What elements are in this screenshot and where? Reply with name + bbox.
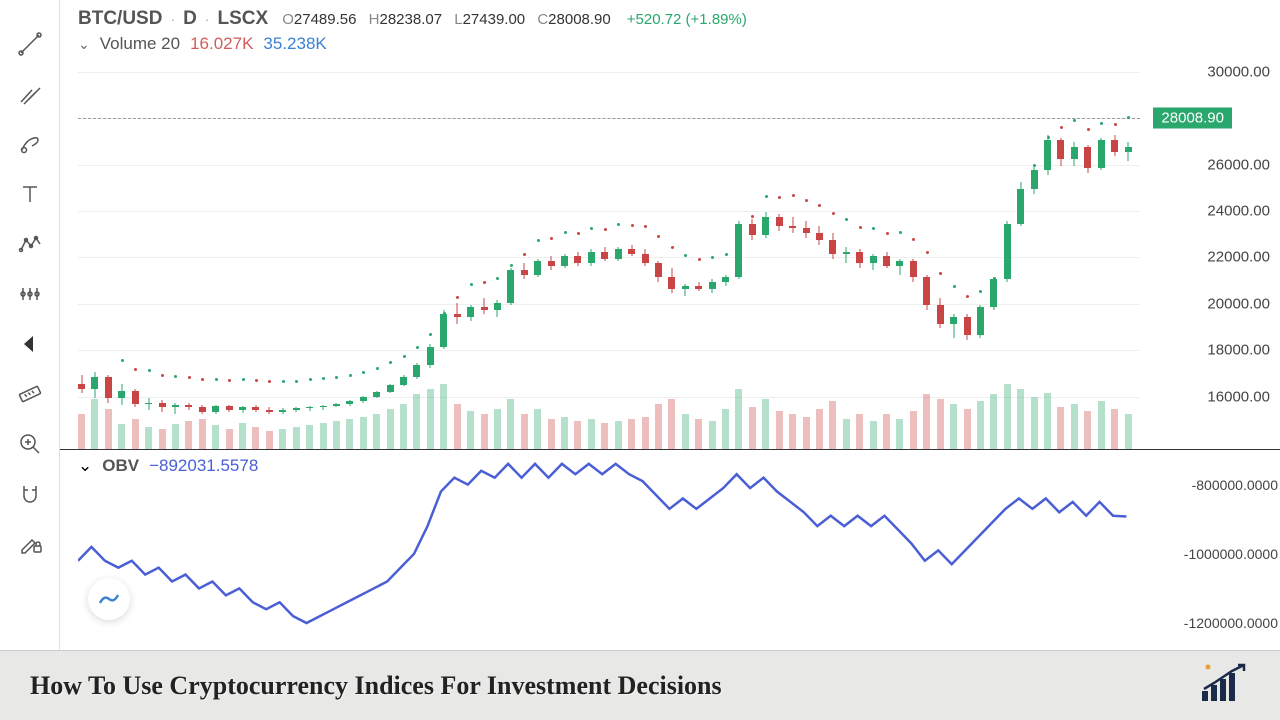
- chevron-down-icon[interactable]: ⌄: [78, 456, 92, 476]
- volume-indicator-row: ⌄ Volume 20 16.027K 35.238K: [60, 32, 1280, 60]
- trending-chart-icon: [1200, 663, 1250, 708]
- drawing-toolbar: [0, 0, 60, 650]
- interval-label[interactable]: D: [183, 8, 197, 30]
- obv-y-axis[interactable]: -800000.0000-1000000.0000-1200000.0000: [1140, 450, 1280, 650]
- obv-indicator-pane[interactable]: ⌄ OBV −892031.5578 -800000.0000-1000000.…: [60, 450, 1280, 650]
- change-value: +520.72 (+1.89%): [627, 11, 747, 28]
- price-chart-pane[interactable]: 16000.0018000.0020000.0022000.0024000.00…: [60, 60, 1280, 450]
- pattern-tool-icon[interactable]: [16, 230, 44, 258]
- magnet-tool-icon[interactable]: [16, 480, 44, 508]
- zoom-tool-icon[interactable]: [16, 430, 44, 458]
- brush-tool-icon[interactable]: [16, 130, 44, 158]
- ohlc-values: O27489.56 H28238.07 L27439.00 C28008.90: [282, 11, 619, 28]
- chart-header: BTC/USD · D · LSCX O27489.56 H28238.07 L…: [60, 0, 1280, 32]
- collapse-arrow-icon[interactable]: [16, 330, 44, 358]
- exchange-label: LSCX: [218, 8, 269, 30]
- last-price-tag: 28008.90: [1153, 107, 1232, 128]
- pitchfork-tool-icon[interactable]: [16, 80, 44, 108]
- text-tool-icon[interactable]: [16, 180, 44, 208]
- chevron-down-icon[interactable]: ⌄: [78, 36, 90, 53]
- article-title-footer: How To Use Cryptocurrency Indices For In…: [0, 650, 1280, 720]
- prediction-tool-icon[interactable]: [16, 280, 44, 308]
- provider-logo-icon[interactable]: [88, 578, 130, 620]
- ruler-tool-icon[interactable]: [16, 380, 44, 408]
- symbol-label[interactable]: BTC/USD: [78, 8, 162, 30]
- trendline-tool-icon[interactable]: [16, 30, 44, 58]
- obv-line-chart: [78, 450, 1140, 640]
- lock-edit-tool-icon[interactable]: [16, 530, 44, 558]
